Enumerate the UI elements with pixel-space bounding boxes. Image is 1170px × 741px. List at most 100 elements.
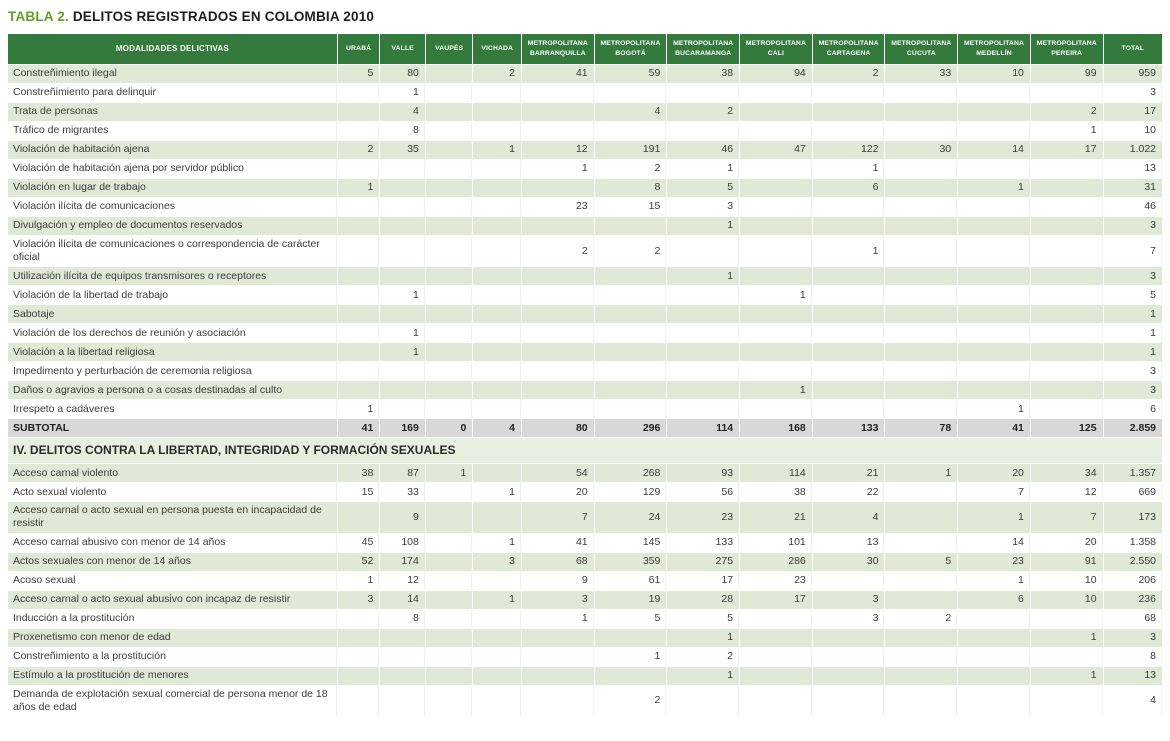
cell-value: [667, 286, 740, 305]
cell-value: [885, 381, 958, 400]
cell-value: 20: [521, 483, 594, 502]
cell-value: [667, 400, 740, 419]
cell-value: 1.022: [1103, 141, 1162, 159]
cell-value: [885, 400, 958, 419]
cell-value: [885, 590, 958, 609]
table-row: Constreñimiento para delinquir 1 3: [8, 84, 1162, 102]
cell-value: [740, 685, 812, 716]
cell-value: [380, 685, 425, 716]
row-label: Acceso carnal o acto sexual en persona p…: [8, 502, 337, 533]
cell-value: 5: [594, 609, 667, 628]
cell-value: [740, 324, 812, 343]
cell-value: 23: [521, 198, 594, 216]
row-label: Acceso carnal abusivo con menor de 14 añ…: [8, 533, 337, 552]
cell-value: 33: [380, 483, 425, 502]
cell-value: 4: [1103, 685, 1162, 716]
row-label: Acceso carnal violento: [8, 464, 337, 483]
cell-value: 2: [885, 609, 958, 628]
cell-value: 1: [958, 571, 1030, 590]
cell-value: [1030, 198, 1103, 216]
cell-value: [885, 286, 958, 305]
cell-value: [1030, 217, 1103, 235]
cell-value: [1030, 305, 1103, 324]
cell-value: 41: [958, 419, 1030, 438]
cell-value: 3: [812, 590, 885, 609]
cell-value: 4: [594, 103, 667, 121]
cell-value: [425, 685, 473, 716]
cell-value: [521, 267, 594, 286]
cell-value: 236: [1103, 590, 1162, 609]
cell-value: [740, 236, 812, 267]
cell-value: 10: [1030, 590, 1103, 609]
cell-value: 78: [885, 419, 958, 438]
cell-value: 1: [740, 286, 812, 305]
cell-value: 296: [594, 419, 667, 438]
cell-value: [337, 381, 380, 400]
cell-value: 5: [885, 552, 958, 571]
cell-value: [740, 217, 812, 235]
cell-value: 1: [1030, 666, 1103, 685]
cell-value: 1.357: [1103, 464, 1162, 483]
cell-value: 4: [473, 419, 521, 438]
table-row: Acceso carnal o acto sexual abusivo con …: [8, 590, 1162, 609]
cell-value: [425, 324, 473, 343]
cell-value: [521, 362, 594, 381]
cell-value: [885, 217, 958, 235]
cell-value: [885, 362, 958, 381]
cell-value: [885, 122, 958, 140]
row-label: Inducción a la prostitución: [8, 609, 337, 628]
cell-value: [425, 533, 473, 552]
cell-value: [425, 305, 473, 324]
cell-value: 45: [337, 533, 380, 552]
cell-value: [380, 647, 425, 666]
cell-value: 1: [337, 571, 380, 590]
cell-value: 1: [958, 179, 1030, 197]
column-header: VAUPÉS: [425, 34, 473, 64]
table-row: Constreñimiento a la prostitución 1 2 8: [8, 647, 1162, 666]
section-title: IV. DELITOS CONTRA LA LIBERTAD, INTEGRID…: [8, 438, 1162, 464]
cell-value: [885, 628, 958, 647]
cell-value: 133: [667, 533, 740, 552]
column-header: METROPOLITANA MEDELLÍN: [958, 34, 1030, 64]
cell-value: 1: [521, 160, 594, 178]
cell-value: 30: [812, 552, 885, 571]
cell-value: [594, 628, 667, 647]
cell-value: 1: [473, 483, 521, 502]
cell-value: [337, 305, 380, 324]
table-row: Violación ilícita de comunicaciones o co…: [8, 236, 1162, 267]
cell-value: [667, 381, 740, 400]
cell-value: [958, 286, 1030, 305]
cell-value: [740, 160, 812, 178]
cell-value: [958, 362, 1030, 381]
row-label: Demanda de explotación sexual comercial …: [8, 685, 337, 716]
cell-value: 1: [473, 141, 521, 159]
table-row: Divulgación y empleo de documentos reser…: [8, 217, 1162, 235]
cell-value: 15: [337, 483, 380, 502]
cell-value: [958, 305, 1030, 324]
cell-value: [1030, 685, 1103, 716]
table-row: Impedimento y perturbación de ceremonia …: [8, 362, 1162, 381]
cell-value: 1: [812, 160, 885, 178]
cell-value: 1: [1030, 628, 1103, 647]
cell-value: [594, 666, 667, 685]
cell-value: 268: [594, 464, 667, 483]
cell-value: 2: [521, 236, 594, 267]
cell-value: [473, 267, 521, 286]
header-row: MODALIDADES DELICTIVAS URABÁ VALLE VAUPÉS VI…: [8, 34, 1162, 64]
cell-value: 7: [958, 483, 1030, 502]
cell-value: [1030, 343, 1103, 362]
table-row: Proxenetismo con menor de edad 1 1 3: [8, 628, 1162, 647]
cell-value: [337, 103, 380, 121]
cell-value: 10: [1030, 571, 1103, 590]
cell-value: [812, 343, 885, 362]
row-label: Acto sexual violento: [8, 483, 337, 502]
cell-value: [337, 122, 380, 140]
cell-value: [740, 628, 812, 647]
table-row: Acceso carnal violento 38 87 1 54 268 93 114 21 1…: [8, 464, 1162, 483]
cell-value: [1030, 267, 1103, 286]
cell-value: 3: [337, 590, 380, 609]
cell-value: [812, 198, 885, 216]
cell-value: [885, 236, 958, 267]
cell-value: 54: [521, 464, 594, 483]
cell-value: 2: [667, 103, 740, 121]
